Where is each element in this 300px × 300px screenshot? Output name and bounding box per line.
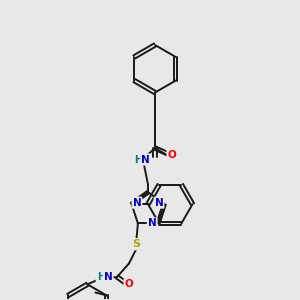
Text: N: N [104,272,112,282]
Text: O: O [167,150,176,160]
Text: N: N [141,154,150,164]
Text: N: N [133,198,141,208]
Text: N: N [148,218,157,228]
Text: N: N [155,198,164,208]
Text: H: H [134,154,142,164]
Text: S: S [132,239,140,249]
Text: H: H [97,272,105,282]
Text: O: O [124,279,133,289]
